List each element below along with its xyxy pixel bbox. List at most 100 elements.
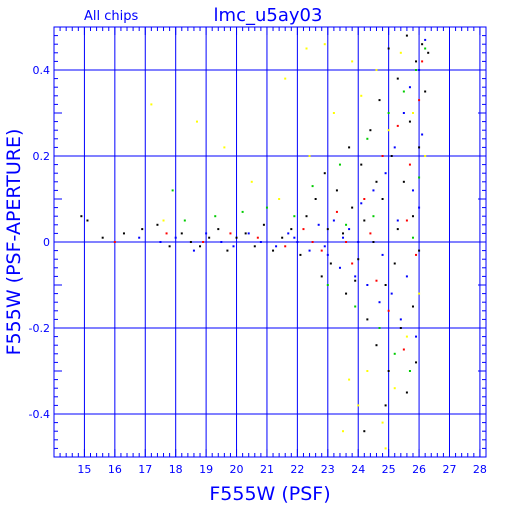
data-point <box>399 327 402 329</box>
x-tick-label: 27 <box>442 463 456 476</box>
data-point <box>162 219 165 222</box>
data-point <box>199 245 202 248</box>
x-tick-label: 22 <box>290 463 304 476</box>
data-point <box>241 210 244 213</box>
data-point <box>150 103 153 106</box>
data-point <box>311 241 314 243</box>
data-point <box>302 228 305 231</box>
data-point <box>421 43 424 46</box>
data-point <box>408 163 411 166</box>
data-point <box>396 124 399 127</box>
data-point <box>174 236 177 239</box>
x-tick-label: 25 <box>382 463 396 476</box>
data-point <box>320 275 323 278</box>
x-tick-label: 18 <box>169 463 183 476</box>
data-point <box>80 215 83 218</box>
data-point <box>381 421 384 424</box>
data-point <box>387 129 390 132</box>
data-point <box>244 232 247 235</box>
data-point <box>311 185 314 188</box>
data-point <box>259 241 262 243</box>
data-point <box>220 241 223 243</box>
data-point <box>366 318 369 321</box>
x-tick-label: 26 <box>412 463 426 476</box>
data-point <box>329 262 332 265</box>
data-point <box>415 69 418 71</box>
data-point <box>418 292 421 295</box>
data-point <box>165 232 168 235</box>
data-point <box>250 180 253 183</box>
y-tick-labels: -0.4 -0.2 0 0.2 0.4 <box>29 64 50 421</box>
data-point <box>293 236 296 239</box>
data-point <box>402 90 405 93</box>
data-point <box>317 223 320 226</box>
data-points <box>80 34 430 450</box>
data-point <box>381 253 384 256</box>
data-point <box>354 305 357 308</box>
data-point <box>122 232 125 235</box>
data-point <box>424 38 427 41</box>
data-point <box>421 133 424 136</box>
data-point <box>390 292 393 295</box>
data-point <box>415 361 418 364</box>
grid-lines <box>54 27 486 457</box>
data-point <box>411 215 414 218</box>
data-point <box>202 241 205 243</box>
x-tick-label: 17 <box>138 463 152 476</box>
data-point <box>323 43 326 46</box>
data-point <box>375 69 378 71</box>
data-point <box>390 155 393 157</box>
data-point <box>372 241 375 243</box>
data-point <box>424 155 427 157</box>
data-point <box>342 236 345 239</box>
data-point <box>369 129 372 132</box>
data-point <box>405 335 408 338</box>
data-point <box>180 232 183 235</box>
data-point <box>381 155 384 157</box>
data-point <box>326 228 329 231</box>
x-tick-label: 23 <box>321 463 335 476</box>
data-point <box>375 279 378 282</box>
data-point <box>168 245 171 248</box>
data-point <box>159 241 162 243</box>
data-point <box>408 370 411 372</box>
data-point <box>256 236 259 239</box>
data-point <box>415 60 418 63</box>
data-point <box>384 172 387 175</box>
data-point <box>226 249 229 252</box>
data-point <box>265 206 268 209</box>
data-point <box>351 206 354 209</box>
data-point <box>375 180 378 183</box>
data-point <box>396 77 399 80</box>
data-point <box>418 206 421 209</box>
data-point <box>418 176 421 179</box>
data-point <box>293 215 296 218</box>
data-point <box>366 284 369 286</box>
data-point <box>351 262 354 265</box>
data-point <box>208 236 211 239</box>
data-point <box>363 430 366 433</box>
data-point <box>323 245 326 248</box>
data-point <box>141 228 144 231</box>
data-point <box>323 172 326 175</box>
data-point <box>308 249 311 252</box>
subset-label: All chips <box>84 9 138 24</box>
data-point <box>290 228 293 231</box>
data-point <box>418 146 421 149</box>
data-point <box>192 249 195 252</box>
data-point <box>253 245 256 248</box>
data-point <box>418 249 421 252</box>
data-point <box>402 180 405 183</box>
data-point <box>345 292 348 295</box>
data-point <box>363 219 366 222</box>
data-point <box>411 305 414 308</box>
data-point <box>360 202 363 205</box>
data-point <box>235 236 238 239</box>
data-point <box>195 120 198 123</box>
data-point <box>338 163 341 166</box>
y-tick-label: 0.4 <box>33 64 51 77</box>
data-point <box>387 47 390 50</box>
data-point <box>287 232 290 235</box>
data-point <box>214 215 217 218</box>
